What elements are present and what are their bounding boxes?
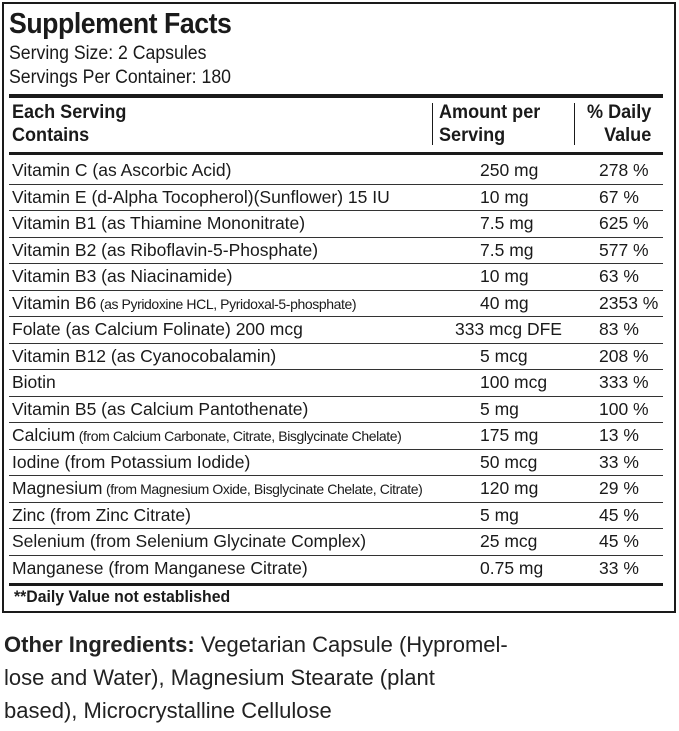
supplement-facts-panel xyxy=(2,2,676,613)
table-row: Vitamin B6 (as Pyridoxine HCL, Pyridoxal… xyxy=(9,290,663,317)
table-row: Vitamin B1 (as Thiamine Mononitrate) 7.5 … xyxy=(9,210,663,238)
amount-per-serving: 40 mg xyxy=(480,292,529,313)
nutrient-name: Vitamin C (as Ascorbic Acid) xyxy=(12,160,232,180)
amount-per-serving: 7.5 mg xyxy=(480,213,534,233)
table-row: Vitamin B2 (as Riboflavin-5-Phosphate) 7.… xyxy=(9,237,663,264)
amount-per-serving: 7.5 mg xyxy=(480,239,534,260)
nutrient-name: Zinc (from Zinc Citrate) xyxy=(12,504,191,525)
amount-per-serving: 175 mg xyxy=(480,425,539,445)
panel-title: Supplement Facts xyxy=(9,8,232,40)
daily-value: 67 % xyxy=(599,186,639,207)
nutrient-name: Vitamin E (d-Alpha Tocopherol)(Sunflower… xyxy=(12,186,390,207)
column-divider xyxy=(574,103,575,145)
amount-per-serving: 10 mg xyxy=(480,186,529,207)
header-each-serving: Each Serving Contains xyxy=(12,102,127,146)
nutrient-name: Biotin xyxy=(12,372,56,392)
amount-per-serving: 25 mcg xyxy=(480,531,538,551)
daily-value: 333 % xyxy=(599,372,649,392)
amount-per-serving: 120 mg xyxy=(480,478,539,498)
thick-divider xyxy=(9,152,663,155)
thick-divider xyxy=(9,583,663,586)
table-row: Vitamin B3 (as Niacinamide) 10 mg 63 % xyxy=(9,263,663,291)
amount-per-serving: 0.75 mg xyxy=(480,557,544,578)
amount-per-serving: 50 mcg xyxy=(480,451,538,472)
nutrient-name: Iodine (from Potassium Iodide) xyxy=(12,451,251,472)
nutrient-name: Magnesium (from Magnesium Oxide, Bisglyc… xyxy=(12,478,423,498)
other-ingredients-line: based), Microcrystalline Cellulose xyxy=(4,698,332,723)
daily-value: 29 % xyxy=(599,478,639,498)
daily-value: 208 % xyxy=(599,345,649,366)
nutrient-name: Vitamin B2 (as Riboflavin-5-Phosphate) xyxy=(12,239,319,260)
amount-per-serving: 250 mg xyxy=(480,160,539,180)
daily-value: 278 % xyxy=(599,160,649,180)
table-row: Biotin 100 mcg 333 % xyxy=(9,369,663,397)
amount-per-serving: 10 mg xyxy=(480,266,529,286)
header-amount: Amount per Serving xyxy=(439,102,541,146)
nutrient-name: Vitamin B12 (as Cyanocobalamin) xyxy=(12,345,277,366)
daily-value: 33 % xyxy=(599,557,639,578)
amount-per-serving: 5 mcg xyxy=(480,345,528,366)
nutrient-name: Manganese (from Manganese Citrate) xyxy=(12,557,308,578)
other-ingredients-line: lose and Water), Magnesium Stearate (pla… xyxy=(4,665,435,690)
table-row: Iodine (from Potassium Iodide) 50 mcg 33 % xyxy=(9,449,663,476)
table-row: Magnesium (from Magnesium Oxide, Bisglyc… xyxy=(9,475,663,503)
column-divider xyxy=(432,103,433,145)
table-row: Vitamin B12 (as Cyanocobalamin) 5 mcg 208 … xyxy=(9,343,663,370)
daily-value: 83 % xyxy=(599,319,639,339)
amount-per-serving: 5 mg xyxy=(480,398,519,419)
daily-value: 45 % xyxy=(599,504,639,525)
nutrient-name: Selenium (from Selenium Glycinate Comple… xyxy=(12,531,367,551)
footnote: **Daily Value not established xyxy=(14,587,231,606)
nutrient-name: Vitamin B1 (as Thiamine Mononitrate) xyxy=(12,213,306,233)
table-row: Manganese (from Manganese Citrate) 0.75 m… xyxy=(9,555,663,582)
other-ingredients-line: Vegetarian Capsule (Hypromel- xyxy=(194,632,508,657)
daily-value: 577 % xyxy=(599,239,649,260)
table-row: Folate (as Calcium Folinate) 200 mcg 333 … xyxy=(9,316,663,344)
daily-value: 63 % xyxy=(599,266,639,286)
amount-per-serving: 333 mcg DFE xyxy=(455,319,562,339)
daily-value: 33 % xyxy=(599,451,639,472)
daily-value: 2353 % xyxy=(599,292,659,313)
nutrient-name: Calcium (from Calcium Carbonate, Citrate… xyxy=(12,425,402,445)
table-row: Vitamin C (as Ascorbic Acid) 250 mg 278 % xyxy=(9,157,663,185)
other-ingredients-label: Other Ingredients: xyxy=(4,632,195,657)
nutrient-name: Folate (as Calcium Folinate) 200 mcg xyxy=(12,319,303,339)
header-daily-value: % Daily Value xyxy=(587,102,652,146)
table-row: Calcium (from Calcium Carbonate, Citrate… xyxy=(9,422,663,450)
nutrient-name: Vitamin B5 (as Calcium Pantothenate) xyxy=(12,398,309,419)
table-row: Selenium (from Selenium Glycinate Comple… xyxy=(9,528,663,556)
daily-value: 45 % xyxy=(599,531,639,551)
table-row: Zinc (from Zinc Citrate) 5 mg 45 % xyxy=(9,502,663,529)
table-row: Vitamin B5 (as Calcium Pantothenate) 5 mg… xyxy=(9,396,663,423)
daily-value: 13 % xyxy=(599,425,639,445)
amount-per-serving: 5 mg xyxy=(480,504,519,525)
table-row: Vitamin E (d-Alpha Tocopherol)(Sunflower… xyxy=(9,184,663,211)
nutrient-name: Vitamin B3 (as Niacinamide) xyxy=(12,266,233,286)
serving-size: Serving Size: 2 Capsules xyxy=(9,43,207,64)
daily-value: 100 % xyxy=(599,398,649,419)
servings-per-container: Servings Per Container: 180 xyxy=(9,67,231,88)
nutrient-name: Vitamin B6 (as Pyridoxine HCL, Pyridoxal… xyxy=(12,292,357,313)
daily-value: 625 % xyxy=(599,213,649,233)
amount-per-serving: 100 mcg xyxy=(480,372,548,392)
other-ingredients: Other Ingredients: Vegetarian Capsule (H… xyxy=(4,628,508,727)
thick-divider xyxy=(9,94,663,98)
